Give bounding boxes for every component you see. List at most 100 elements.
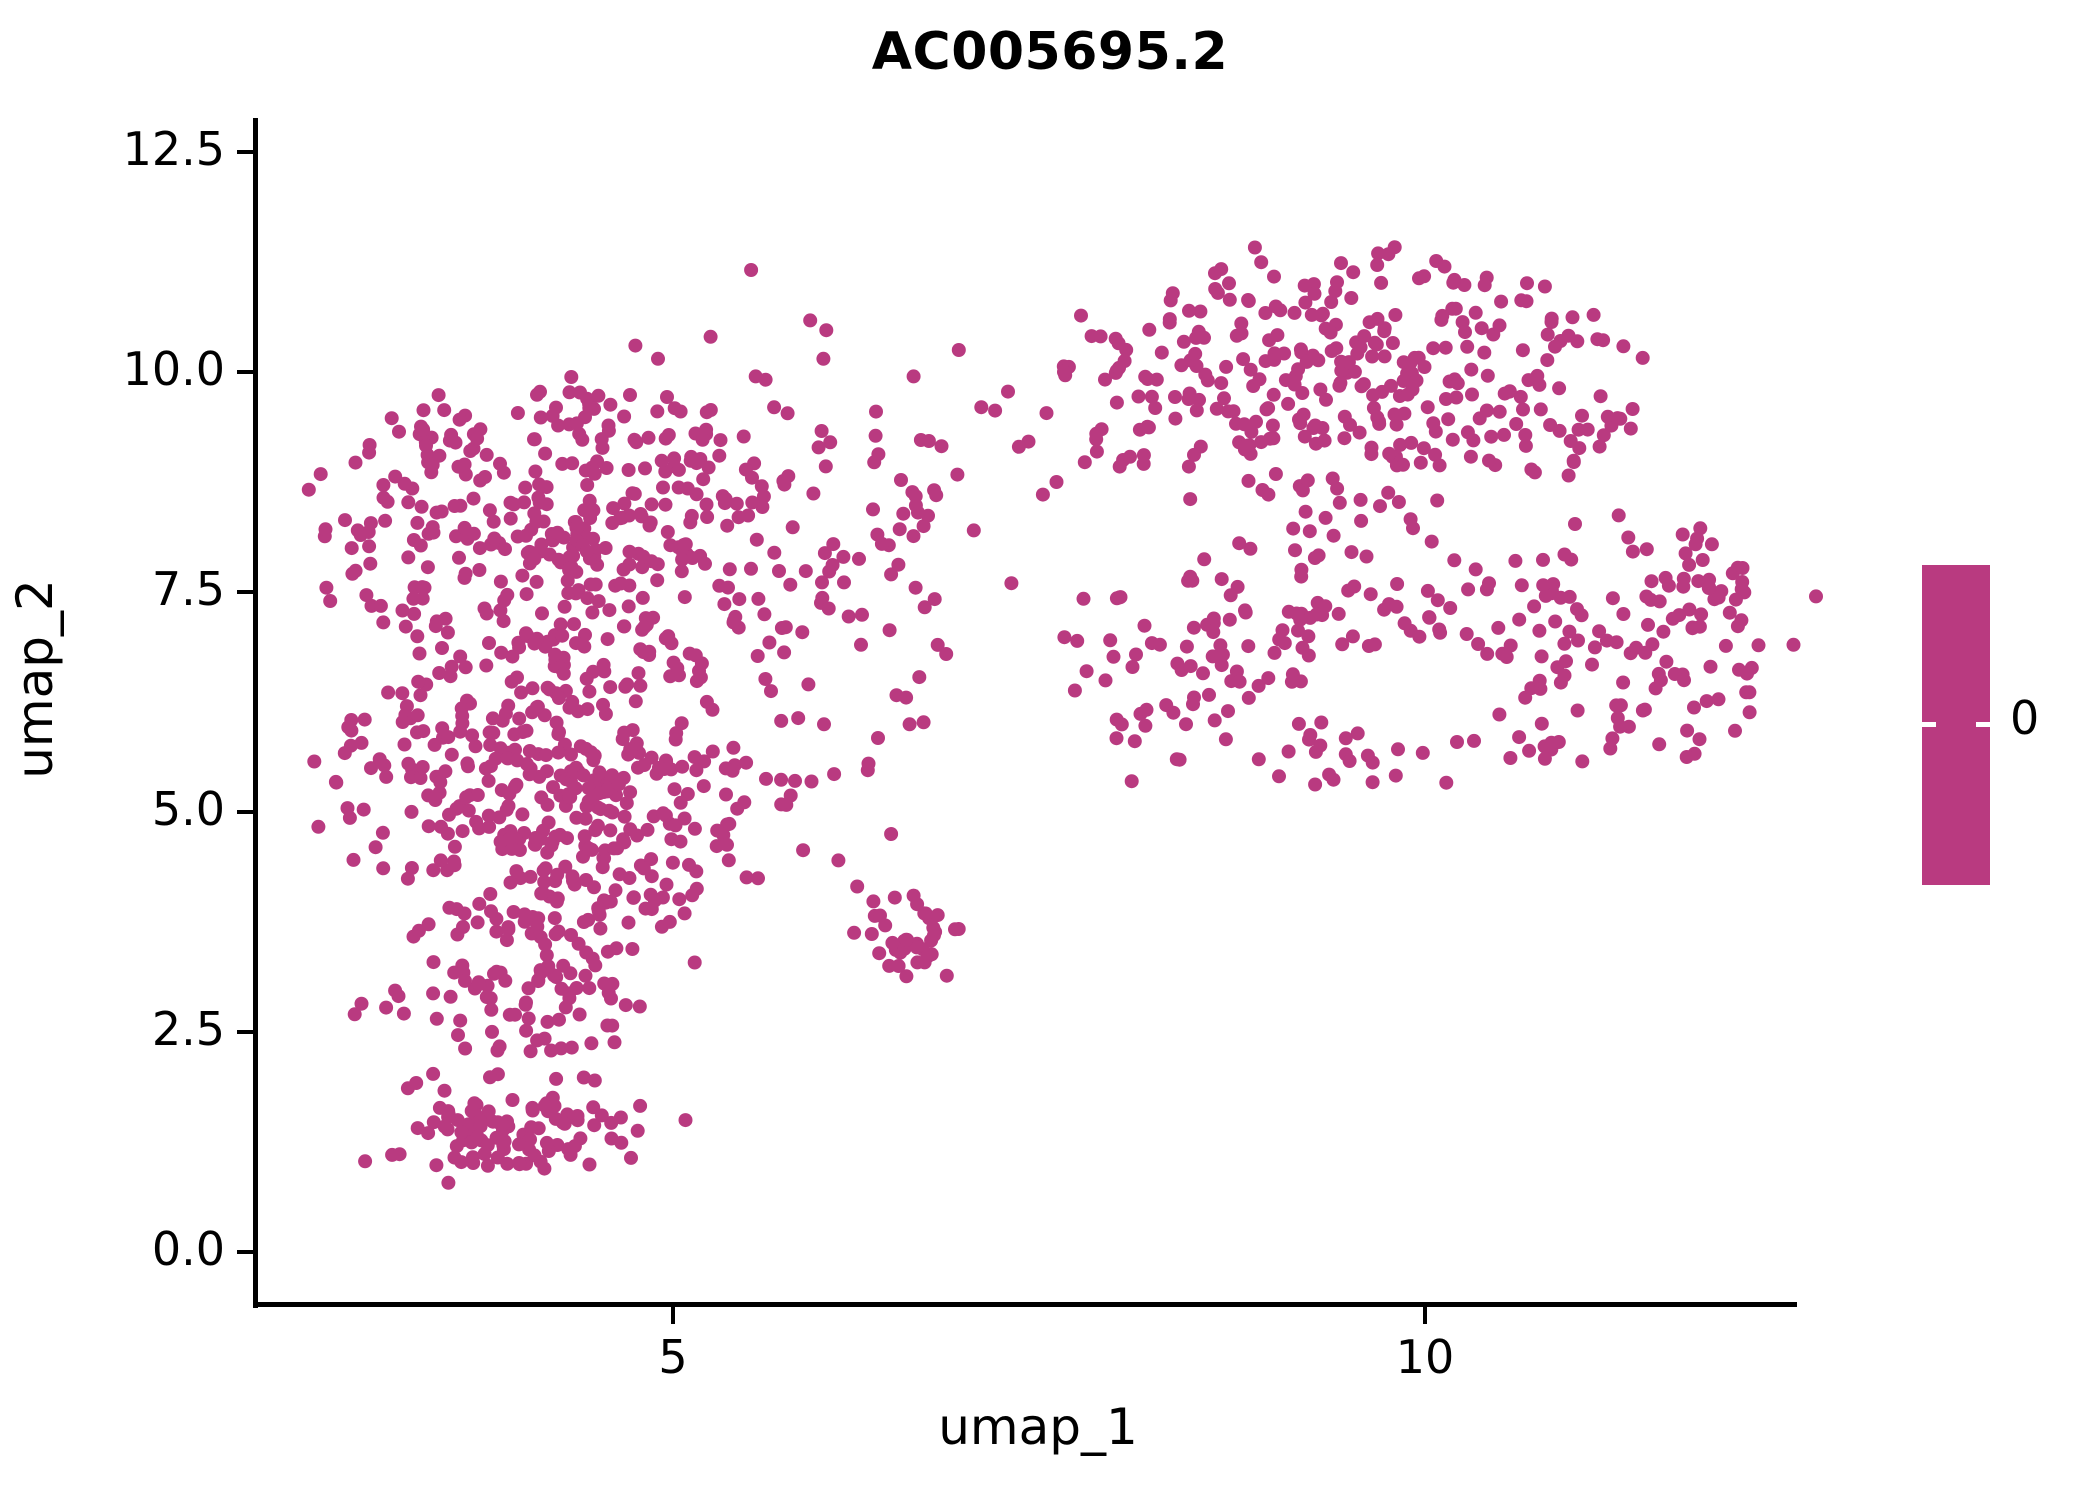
- scatter-point: [638, 461, 652, 476]
- scatter-point: [1482, 576, 1496, 591]
- scatter-point: [1067, 683, 1082, 698]
- scatter-point: [1267, 645, 1282, 660]
- scatter-point: [1206, 611, 1221, 626]
- scatter-point: [1345, 629, 1360, 644]
- scatter-point: [1208, 282, 1223, 296]
- scatter-point: [524, 1120, 539, 1135]
- scatter-point: [667, 451, 682, 466]
- scatter-point: [597, 976, 612, 991]
- scatter-point: [1251, 678, 1266, 693]
- scatter-point: [618, 998, 633, 1013]
- scatter-point: [571, 936, 586, 951]
- scatter-point: [1728, 592, 1743, 607]
- scatter-point: [1326, 528, 1341, 543]
- scatter-point: [1699, 694, 1714, 709]
- x-tick-label: 5: [658, 1330, 688, 1384]
- scatter-point: [1656, 624, 1671, 639]
- scatter-point: [467, 1096, 482, 1111]
- scatter-point: [1222, 276, 1236, 291]
- scatter-point: [633, 507, 648, 521]
- scatter-point: [453, 649, 468, 664]
- scatter-point: [413, 771, 428, 785]
- x-axis-spine: [257, 1302, 1797, 1307]
- scatter-point: [1267, 269, 1281, 284]
- scatter-point: [1057, 365, 1071, 379]
- scatter-point: [1138, 718, 1153, 733]
- scatter-point: [1497, 386, 1512, 401]
- scatter-point: [1562, 624, 1577, 639]
- scatter-point: [1426, 341, 1441, 356]
- scatter-point: [736, 429, 751, 444]
- scatter-point: [1109, 712, 1124, 727]
- colorbar-legend[interactable]: 0: [1922, 565, 2039, 885]
- scatter-point: [545, 408, 560, 423]
- scatter-point: [934, 439, 949, 454]
- scatter-point: [410, 1121, 425, 1136]
- scatter-point: [484, 1002, 499, 1017]
- scatter-point: [404, 861, 419, 875]
- scatter-point: [783, 577, 798, 592]
- scatter-point: [412, 646, 427, 661]
- scatter-point: [745, 495, 760, 510]
- scatter-point: [1464, 362, 1479, 377]
- scatter-point: [582, 684, 597, 699]
- x-tick-mark: [1423, 1306, 1427, 1324]
- scatter-point: [534, 886, 549, 901]
- scatter-point: [1703, 659, 1718, 674]
- scatter-point: [392, 1147, 407, 1162]
- scatter-point: [1732, 662, 1746, 677]
- scatter-point: [1461, 582, 1476, 597]
- scatter-point: [815, 575, 829, 590]
- scatter-point: [620, 677, 635, 692]
- scatter-point: [696, 472, 711, 487]
- scatter-point: [577, 639, 592, 654]
- scatter-point: [505, 649, 520, 664]
- scatter-point: [1254, 255, 1269, 270]
- scatter-point: [867, 455, 882, 470]
- scatter-point: [498, 973, 513, 988]
- scatter-point: [1610, 411, 1625, 426]
- scatter-point: [694, 656, 709, 671]
- scatter-point: [585, 951, 600, 966]
- scatter-point: [613, 576, 628, 591]
- scatter-point: [1565, 310, 1580, 325]
- scatter-point: [1695, 553, 1710, 567]
- scatter-point: [356, 802, 371, 817]
- scatter-point: [1552, 423, 1567, 438]
- scatter-point: [458, 660, 473, 675]
- scatter-point: [1294, 569, 1309, 584]
- scatter-point: [644, 750, 659, 765]
- scatter-point: [311, 819, 326, 834]
- scatter-point: [483, 759, 498, 774]
- scatter-point: [544, 838, 559, 853]
- scatter-point: [1722, 605, 1737, 620]
- scatter-point: [1570, 602, 1584, 617]
- scatter-point: [781, 469, 796, 484]
- scatter-point: [1711, 590, 1726, 605]
- scatter-point: [482, 503, 497, 518]
- scatter-point: [602, 603, 617, 618]
- scatter-point: [1313, 382, 1328, 397]
- scatter-point: [1152, 637, 1167, 652]
- scatter-point: [472, 821, 487, 836]
- scatter-point: [354, 735, 369, 750]
- scatter-point: [629, 435, 644, 450]
- scatter-point: [528, 464, 543, 479]
- scatter-point: [664, 832, 679, 847]
- scatter-point: [1272, 769, 1286, 784]
- scatter-point: [564, 1040, 579, 1055]
- scatter-point: [1377, 349, 1392, 364]
- scatter-point: [1371, 246, 1386, 261]
- scatter-point: [1389, 599, 1404, 614]
- scatter-point: [564, 747, 578, 762]
- scatter-point: [1176, 334, 1191, 349]
- scatter-point: [1492, 318, 1507, 333]
- scatter-point: [1585, 657, 1599, 672]
- scatter-point: [1458, 325, 1472, 340]
- scatter-point: [1428, 447, 1443, 462]
- scatter-point: [582, 400, 597, 415]
- scatter-point: [586, 531, 601, 546]
- scatter-point: [1186, 620, 1201, 635]
- scatter-point: [541, 815, 556, 830]
- scatter-point: [817, 717, 831, 732]
